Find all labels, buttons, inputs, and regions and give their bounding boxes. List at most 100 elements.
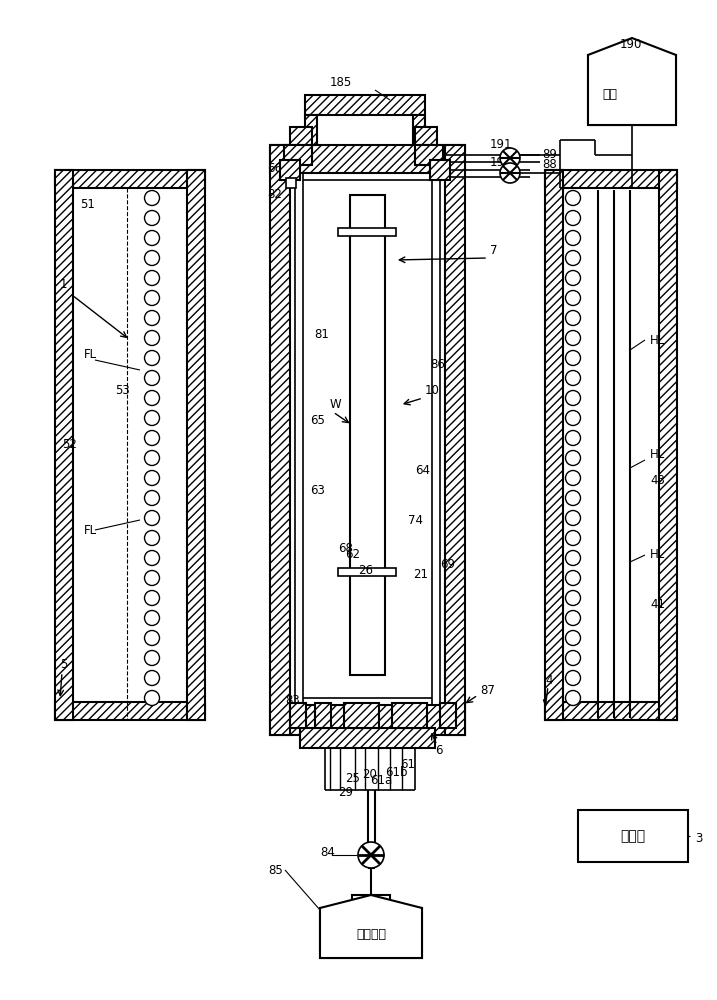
- Circle shape: [145, 430, 159, 446]
- Circle shape: [145, 290, 159, 306]
- Text: 87: 87: [480, 684, 495, 696]
- Circle shape: [566, 550, 581, 566]
- Bar: [305, 95, 425, 115]
- Text: 控制部: 控制部: [620, 829, 645, 843]
- Circle shape: [566, 410, 581, 426]
- Circle shape: [566, 631, 581, 646]
- Text: 41: 41: [650, 598, 665, 611]
- Circle shape: [145, 190, 159, 206]
- Text: 10: 10: [425, 383, 440, 396]
- Circle shape: [145, 530, 159, 546]
- Bar: [305, 115, 317, 145]
- Bar: [413, 115, 425, 145]
- Text: 191: 191: [490, 138, 513, 151]
- Circle shape: [145, 610, 159, 626]
- Text: 20: 20: [362, 768, 377, 782]
- Circle shape: [566, 510, 581, 526]
- Text: 43: 43: [650, 474, 665, 487]
- Text: HL: HL: [650, 548, 665, 562]
- Bar: [290, 173, 445, 705]
- Polygon shape: [588, 38, 676, 125]
- Text: 84: 84: [320, 846, 335, 858]
- Bar: [73, 188, 187, 720]
- Circle shape: [566, 330, 581, 346]
- Text: 处理气体: 处理气体: [356, 928, 386, 942]
- Circle shape: [145, 370, 159, 385]
- Circle shape: [566, 650, 581, 666]
- Bar: [284, 145, 312, 165]
- Text: 68: 68: [338, 542, 353, 554]
- Circle shape: [145, 211, 159, 226]
- Text: 89: 89: [542, 148, 557, 161]
- Circle shape: [566, 570, 581, 585]
- Bar: [55, 702, 205, 720]
- Bar: [280, 160, 300, 180]
- Text: 82: 82: [267, 188, 282, 202]
- Text: 88: 88: [542, 158, 556, 172]
- Bar: [430, 160, 450, 180]
- Circle shape: [566, 250, 581, 265]
- Bar: [286, 178, 296, 188]
- Bar: [415, 145, 443, 165]
- Text: 83: 83: [285, 694, 300, 706]
- Bar: [338, 568, 396, 576]
- Text: 66: 66: [267, 161, 282, 174]
- Circle shape: [566, 310, 581, 326]
- Text: 74: 74: [408, 514, 423, 526]
- Circle shape: [145, 670, 159, 686]
- Text: FL: FL: [84, 349, 97, 361]
- Text: 61a: 61a: [370, 774, 392, 786]
- Bar: [290, 703, 306, 728]
- Bar: [270, 705, 465, 735]
- Text: 63: 63: [310, 484, 325, 496]
- Text: 1: 1: [60, 278, 67, 292]
- Bar: [187, 170, 205, 720]
- Circle shape: [145, 650, 159, 666]
- Text: 185: 185: [330, 77, 352, 90]
- Circle shape: [145, 450, 159, 466]
- Bar: [392, 703, 427, 728]
- Text: 52: 52: [62, 438, 77, 452]
- Bar: [578, 810, 688, 862]
- Circle shape: [145, 330, 159, 346]
- Text: 65: 65: [310, 414, 325, 426]
- Bar: [338, 228, 396, 236]
- Bar: [270, 145, 290, 735]
- Text: 7: 7: [490, 243, 498, 256]
- Circle shape: [566, 430, 581, 446]
- Text: 53: 53: [115, 383, 130, 396]
- Circle shape: [145, 231, 159, 245]
- Text: 190: 190: [620, 38, 642, 51]
- Circle shape: [566, 390, 581, 406]
- Bar: [545, 702, 677, 720]
- Text: 61: 61: [400, 758, 415, 770]
- Text: 62: 62: [345, 548, 360, 562]
- Bar: [415, 127, 437, 145]
- Circle shape: [566, 290, 581, 306]
- Circle shape: [566, 211, 581, 226]
- Circle shape: [500, 148, 520, 168]
- Circle shape: [145, 631, 159, 646]
- Circle shape: [145, 270, 159, 286]
- Circle shape: [145, 570, 159, 585]
- Bar: [350, 195, 385, 675]
- Text: 3: 3: [695, 832, 703, 844]
- Bar: [290, 127, 312, 145]
- Bar: [300, 728, 435, 748]
- Polygon shape: [320, 895, 422, 958]
- Circle shape: [566, 270, 581, 286]
- Circle shape: [566, 590, 581, 605]
- Text: HL: HL: [650, 448, 665, 462]
- Text: 6: 6: [435, 744, 442, 756]
- Circle shape: [566, 190, 581, 206]
- Circle shape: [566, 450, 581, 466]
- Circle shape: [358, 842, 384, 868]
- Bar: [352, 895, 390, 908]
- Text: 85: 85: [268, 863, 282, 876]
- Circle shape: [145, 351, 159, 365]
- Bar: [315, 703, 331, 728]
- Text: 61b: 61b: [385, 766, 407, 778]
- Circle shape: [145, 590, 159, 605]
- Circle shape: [145, 490, 159, 506]
- Bar: [55, 170, 73, 720]
